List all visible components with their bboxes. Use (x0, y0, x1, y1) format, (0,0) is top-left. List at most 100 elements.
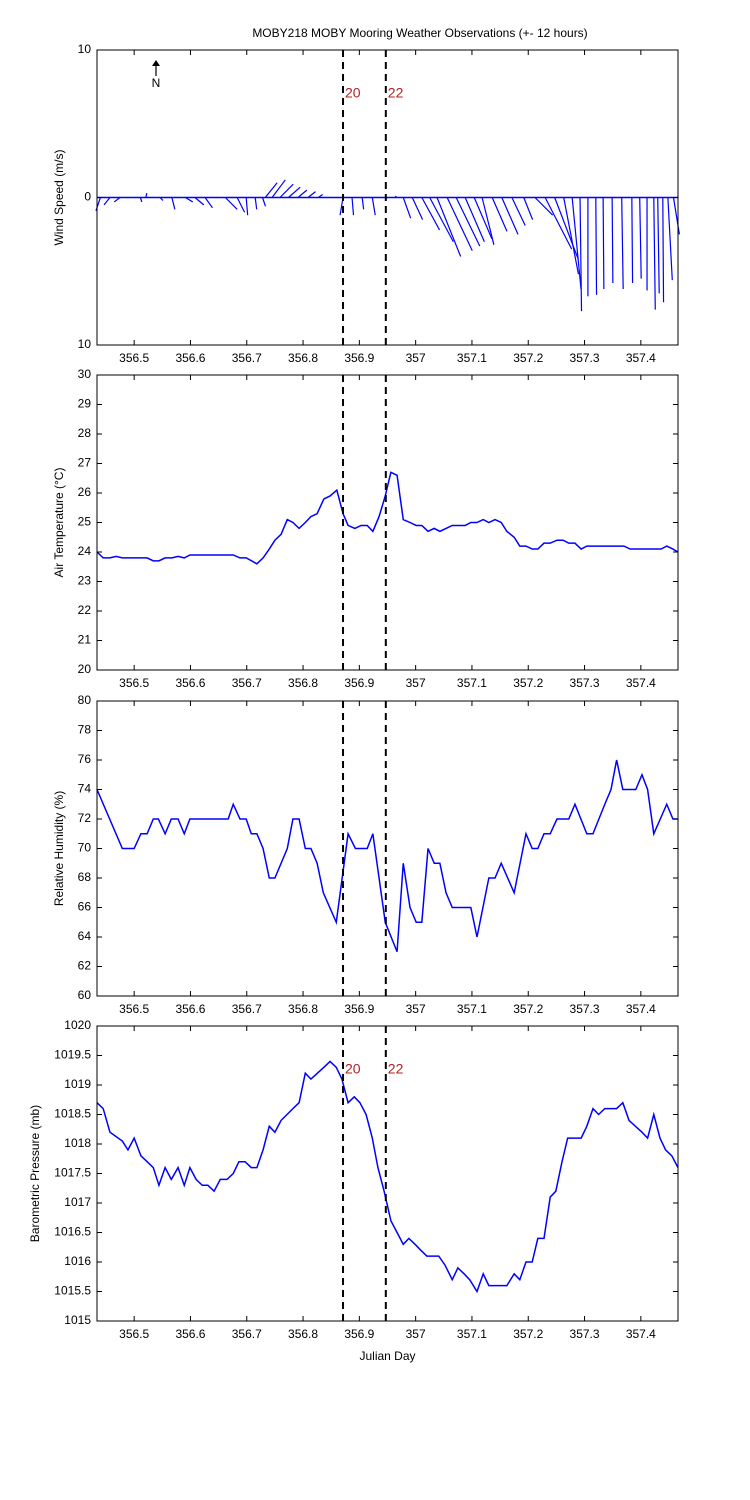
y-tick-label: 10 (78, 42, 92, 56)
wind-stick (307, 191, 316, 198)
x-tick-label: 357.1 (457, 1002, 487, 1016)
x-tick-label: 356.8 (288, 1002, 318, 1016)
wind-stick (394, 195, 397, 198)
y-axis-label: Air Temperature (°C) (52, 468, 66, 578)
wind-stick (361, 197, 365, 210)
chart-title: MOBY218 MOBY Mooring Weather Observation… (252, 26, 587, 40)
x-tick-label: 357 (406, 1327, 426, 1341)
wind-stick (464, 197, 485, 242)
x-tick-label: 357.1 (457, 1327, 487, 1341)
wind-stick (611, 197, 614, 284)
wind-stick (185, 196, 194, 203)
x-tick-label: 356.7 (232, 1002, 262, 1016)
y-tick-label: 25 (78, 515, 92, 529)
y-tick-label: 1016.5 (54, 1225, 91, 1239)
y-tick-label: 78 (78, 723, 92, 737)
y-axis-label: Wind Speed (m/s) (52, 149, 66, 245)
y-tick-label: 0 (84, 190, 91, 204)
x-tick-label: 357.4 (626, 351, 656, 365)
y-tick-label: 1019.5 (54, 1048, 91, 1062)
data-line (96, 759, 678, 953)
wind-stick (159, 197, 164, 201)
wind-stick (595, 197, 598, 295)
x-tick-label: 357 (406, 351, 426, 365)
data-line (96, 471, 679, 565)
y-tick-label: 28 (78, 426, 92, 440)
y-tick-label: 1016 (64, 1254, 91, 1268)
y-tick-label: 68 (78, 870, 92, 884)
y-tick-label: 1017 (64, 1195, 91, 1209)
y-tick-label: 60 (78, 988, 92, 1002)
x-tick-label: 356.7 (232, 676, 262, 690)
y-tick-label: 20 (78, 662, 92, 676)
wind-stick (297, 189, 308, 198)
wind-stick (436, 197, 462, 257)
y-tick-label: 74 (78, 782, 92, 796)
y-tick-label: 76 (78, 752, 92, 766)
north-label: N (152, 76, 161, 90)
y-tick-label: 62 (78, 959, 92, 973)
wind-stick (402, 197, 412, 219)
data-line (96, 1060, 679, 1294)
x-tick-label: 356.9 (344, 1327, 374, 1341)
y-tick-label: 23 (78, 574, 92, 588)
y-tick-label: 1019 (64, 1077, 91, 1091)
wind-stick (631, 197, 634, 284)
y-tick-label: 10 (78, 337, 92, 351)
x-tick-label: 356.8 (288, 1327, 318, 1341)
wind-stick (544, 197, 573, 250)
wind-stick (657, 197, 660, 294)
y-tick-label: 1017.5 (54, 1166, 91, 1180)
x-tick-label: 357.1 (457, 351, 487, 365)
wind-stick (501, 197, 519, 235)
x-tick-label: 356.9 (344, 676, 374, 690)
x-tick-label: 356.6 (175, 676, 205, 690)
wind-stick (194, 197, 205, 206)
y-tick-label: 1018 (64, 1136, 91, 1150)
x-tick-label: 357.4 (626, 1002, 656, 1016)
wind-stick (204, 197, 213, 209)
wind-stick (145, 192, 148, 198)
wind-stick (579, 197, 583, 312)
north-arrow-head (152, 60, 160, 66)
x-tick-label: 356.5 (119, 1002, 149, 1016)
y-axis-label: Barometric Pressure (mb) (28, 1105, 42, 1242)
x-tick-label: 357.3 (570, 1002, 600, 1016)
wind-stick (481, 197, 495, 245)
x-tick-label: 357.4 (626, 676, 656, 690)
wind-stick (236, 197, 246, 213)
event-label: 20 (345, 85, 361, 101)
y-tick-label: 21 (78, 633, 92, 647)
y-tick-label: 64 (78, 929, 92, 943)
x-axis-label: Julian Day (359, 1349, 415, 1363)
x-tick-label: 356.6 (175, 351, 205, 365)
x-tick-label: 357.3 (570, 1327, 600, 1341)
x-tick-label: 357.2 (513, 1327, 543, 1341)
wind-stick (411, 197, 424, 220)
y-tick-label: 66 (78, 900, 92, 914)
wind-stick (279, 183, 294, 198)
y-tick-label: 1015.5 (54, 1284, 91, 1298)
x-tick-label: 357.2 (513, 676, 543, 690)
y-tick-label: 26 (78, 485, 92, 499)
x-tick-label: 356.6 (175, 1002, 205, 1016)
wind-stick (455, 197, 481, 247)
y-tick-label: 24 (78, 544, 92, 558)
event-label: 20 (345, 1061, 361, 1077)
wind-stick (421, 197, 441, 231)
x-tick-label: 356.8 (288, 676, 318, 690)
event-label: 22 (388, 1061, 404, 1077)
wind-stick (139, 197, 143, 203)
x-tick-label: 357 (406, 1002, 426, 1016)
wind-stick (254, 197, 258, 210)
x-tick-label: 357.2 (513, 351, 543, 365)
wind-stick (317, 194, 324, 198)
wind-stick (113, 197, 121, 203)
x-tick-label: 357.1 (457, 676, 487, 690)
wind-stick (261, 197, 267, 207)
wind-stick (554, 197, 579, 260)
wind-stick (621, 197, 624, 289)
x-tick-label: 356.7 (232, 1327, 262, 1341)
wind-stick (491, 197, 508, 232)
